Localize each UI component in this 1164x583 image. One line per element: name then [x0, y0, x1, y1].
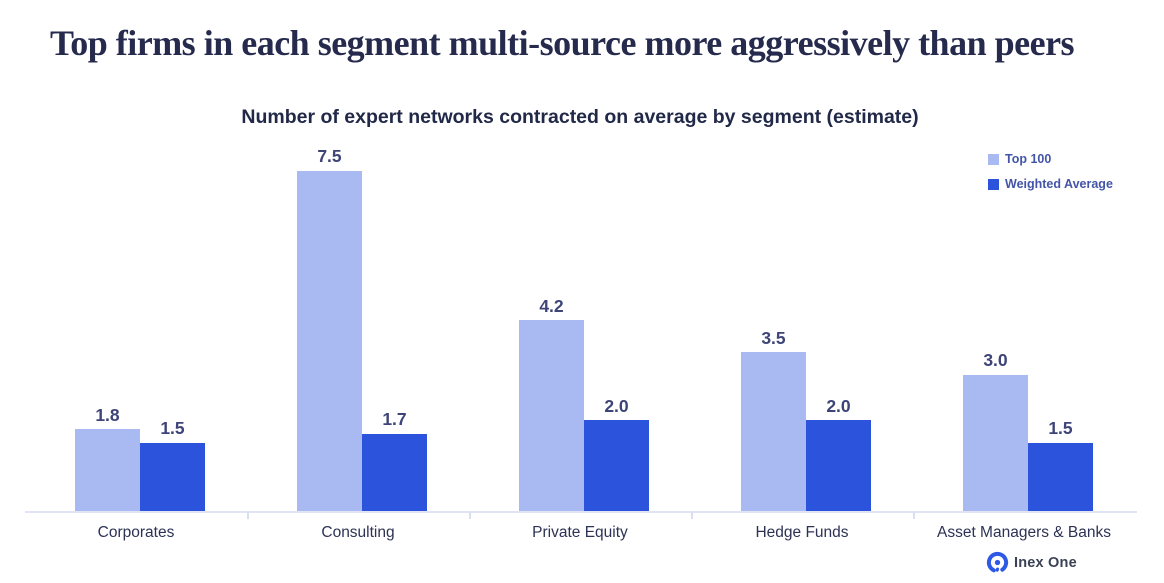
bar-weighted-average: [362, 433, 427, 511]
bar-value-label: 1.7: [382, 409, 407, 430]
bar-value-label: 2.0: [604, 395, 629, 416]
x-axis-tick: [469, 512, 471, 519]
chart-title: Number of expert networks contracted on …: [241, 106, 919, 128]
bar-column: 1.5: [140, 420, 205, 511]
x-axis-tick: [691, 512, 693, 519]
bar-column: 3.5: [741, 327, 806, 511]
category-label: Hedge Funds: [755, 524, 849, 541]
category-label: Asset Managers & Banks: [936, 524, 1112, 541]
bar-column: 2.0: [584, 395, 649, 511]
legend: Top 100 Weighted Average: [988, 152, 1113, 191]
bar-column: 7.5: [297, 146, 362, 511]
bar-column: 1.7: [362, 411, 427, 511]
bar-value-label: 4.2: [539, 295, 564, 316]
x-axis-tick: [247, 512, 249, 519]
bar-column: 3.0: [963, 352, 1028, 511]
inexone-logo-text: Inex One: [1014, 554, 1077, 571]
legend-item-weighted-average: Weighted Average: [988, 177, 1113, 191]
bar-value-label: 1.8: [95, 404, 120, 425]
bar-value-label: 7.5: [317, 146, 342, 166]
bar-group: 3.0 1.5: [913, 352, 1135, 511]
bar-value-label: 2.0: [826, 395, 851, 416]
bar-value-label: 1.5: [160, 418, 185, 439]
legend-label-weighted-average: Weighted Average: [1005, 177, 1113, 191]
page-title: Top firms in each segment multi-source m…: [50, 23, 1075, 63]
bar-top-100: [741, 352, 806, 511]
bar-top-100: [297, 170, 362, 511]
category-label: Consulting: [321, 524, 395, 541]
bar-group: 1.8 1.5: [25, 404, 247, 511]
bar-group: 7.5 1.7: [247, 146, 469, 511]
bar-weighted-average: [140, 442, 205, 511]
bar-value-label: 3.0: [983, 350, 1008, 371]
category-label: Corporates: [97, 524, 175, 541]
legend-label-top-100: Top 100: [1005, 152, 1052, 166]
bar-column: 1.8: [75, 404, 140, 511]
category-label: Private Equity: [532, 524, 628, 541]
bar-column: 1.5: [1028, 420, 1093, 511]
inexone-logo: Inex One: [986, 551, 1077, 574]
bar-weighted-average: [584, 420, 649, 511]
bar-group: 4.2 2.0: [469, 295, 691, 511]
legend-item-top-100: Top 100: [988, 152, 1113, 166]
legend-swatch-top-100: [988, 153, 999, 165]
bar-value-label: 3.5: [761, 327, 786, 348]
legend-swatch-weighted-average: [988, 178, 999, 190]
bar-weighted-average: [806, 420, 871, 511]
bar-top-100: [75, 429, 140, 511]
bar-weighted-average: [1028, 442, 1093, 511]
bar-group: 3.5 2.0: [691, 327, 913, 511]
inexone-logo-icon: [986, 551, 1009, 574]
x-axis-line: [25, 511, 1137, 513]
bar-top-100: [519, 320, 584, 511]
bar-top-100: [963, 374, 1028, 511]
x-axis-tick: [913, 512, 915, 519]
bar-column: 4.2: [519, 295, 584, 511]
bar-column: 2.0: [806, 395, 871, 511]
bar-value-label: 1.5: [1048, 418, 1073, 439]
